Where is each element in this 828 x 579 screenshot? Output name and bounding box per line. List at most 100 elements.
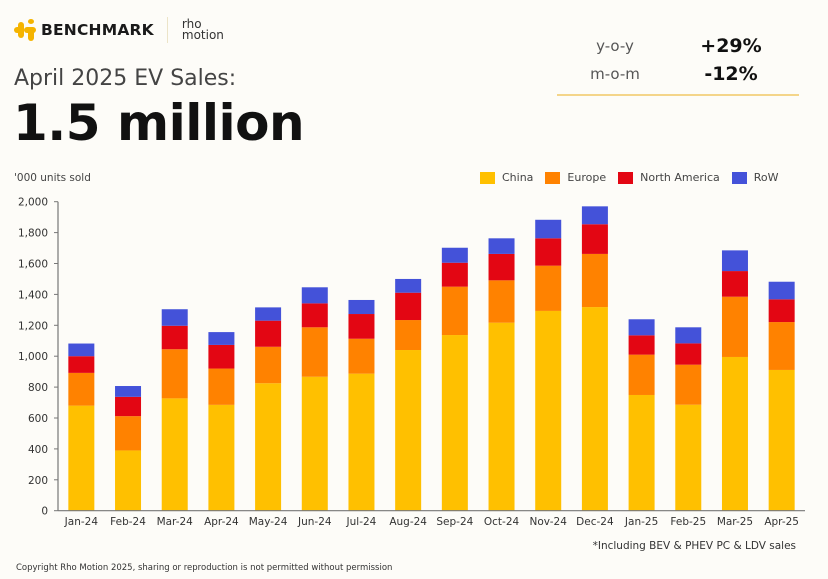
bar-segment-north-america bbox=[208, 344, 235, 369]
bar-segment-north-america bbox=[535, 238, 562, 266]
bar-segment-row bbox=[768, 281, 795, 300]
legend-label: North America bbox=[640, 171, 720, 184]
bar-segment-europe bbox=[161, 349, 188, 399]
bar-segment-row bbox=[395, 278, 422, 293]
bar-segment-europe bbox=[675, 364, 702, 405]
benchmark-logo: BENCHMARK rho motion bbox=[14, 17, 224, 43]
bar-segment-china bbox=[768, 369, 795, 511]
bar-segment-north-america bbox=[68, 356, 95, 373]
bar-segment-china bbox=[68, 405, 95, 511]
legend-swatch bbox=[618, 171, 634, 184]
bar-segment-china bbox=[208, 404, 235, 511]
legend-item-europe: Europe bbox=[545, 171, 606, 184]
bar-segment-europe bbox=[255, 346, 282, 384]
bar-segment-china bbox=[488, 322, 515, 511]
bar-segment-row bbox=[675, 327, 702, 344]
bar-segment-europe bbox=[768, 322, 795, 370]
kpi-underline bbox=[557, 94, 799, 96]
bar-segment-row bbox=[301, 287, 328, 304]
bar-segment-europe bbox=[441, 286, 468, 336]
bar-segment-china bbox=[628, 394, 655, 511]
page-subtitle: April 2025 EV Sales: bbox=[14, 66, 237, 91]
bar-segment-row bbox=[488, 238, 515, 254]
bar-segment-europe bbox=[395, 320, 422, 351]
bar-segment-row bbox=[161, 309, 188, 326]
y-tick-label: 1,400 bbox=[18, 289, 48, 301]
bar-segment-china bbox=[255, 383, 282, 511]
x-tick-label: Feb-25 bbox=[670, 516, 706, 528]
bar-segment-row bbox=[208, 332, 235, 345]
legend-swatch bbox=[731, 171, 747, 184]
bar-segment-row bbox=[68, 343, 95, 357]
legend-label: China bbox=[502, 171, 534, 184]
bar-segment-north-america bbox=[628, 335, 655, 355]
bar-segment-north-america bbox=[488, 253, 515, 281]
legend-item-china: China bbox=[480, 171, 533, 184]
x-tick-label: Mar-24 bbox=[157, 516, 194, 528]
x-tick-label: Nov-24 bbox=[530, 516, 568, 528]
bar-segment-china bbox=[721, 356, 748, 511]
kpi-row-mom: m-o-m -12% bbox=[557, 60, 799, 88]
y-tick-label: 1,800 bbox=[18, 228, 48, 240]
bar-segment-europe bbox=[208, 368, 235, 405]
x-tick-label: May-24 bbox=[249, 516, 288, 528]
logo-divider bbox=[166, 17, 168, 43]
y-axis-unit-label: '000 units sold bbox=[14, 172, 91, 184]
y-tick-label: 800 bbox=[28, 382, 48, 394]
bar-segment-north-america bbox=[301, 303, 328, 328]
footnote: *Including BEV & PHEV PC & LDV sales bbox=[592, 540, 796, 552]
bar-segment-north-america bbox=[581, 224, 608, 254]
bar-segment-china bbox=[115, 450, 142, 511]
kpi-row-yoy: y-o-y +29% bbox=[557, 32, 799, 60]
rho-motion-line2: motion bbox=[181, 28, 224, 42]
bar-segment-row bbox=[441, 247, 468, 263]
x-tick-label: Aug-24 bbox=[389, 516, 427, 528]
bar-segment-row bbox=[115, 386, 142, 397]
x-tick-label: Jul-24 bbox=[346, 516, 377, 528]
x-tick-label: Dec-24 bbox=[576, 516, 614, 528]
x-tick-label: Oct-24 bbox=[484, 516, 520, 528]
x-tick-label: Mar-25 bbox=[717, 516, 753, 528]
bar-segment-europe bbox=[348, 338, 375, 374]
y-tick-label: 200 bbox=[28, 475, 48, 487]
legend-swatch bbox=[545, 171, 561, 184]
bar-segment-north-america bbox=[395, 292, 422, 321]
y-tick-label: 1,200 bbox=[18, 320, 48, 332]
y-tick-label: 0 bbox=[41, 506, 48, 518]
rho-motion-line1: rho bbox=[181, 17, 202, 31]
bar-segment-china bbox=[161, 398, 188, 511]
x-tick-label: Apr-25 bbox=[764, 516, 799, 528]
bar-segment-china bbox=[535, 310, 562, 511]
bar-segment-row bbox=[535, 219, 562, 239]
bar-segment-north-america bbox=[441, 262, 468, 287]
y-tick-label: 400 bbox=[28, 444, 48, 456]
bar-segment-row bbox=[581, 206, 608, 225]
bar-segment-europe bbox=[301, 327, 328, 377]
bar-segment-china bbox=[675, 404, 702, 511]
bar-segment-europe bbox=[721, 296, 748, 357]
legend-label: Europe bbox=[567, 171, 607, 184]
bar-segment-europe bbox=[68, 372, 95, 406]
y-tick-label: 600 bbox=[28, 413, 48, 425]
bar-segment-row bbox=[255, 307, 282, 321]
legend-item-row: RoW bbox=[731, 171, 779, 184]
y-tick-label: 2,000 bbox=[18, 197, 48, 209]
legend-item-north-america: North America bbox=[618, 171, 720, 184]
bar-segment-china bbox=[441, 335, 468, 511]
chart-legend: China Europe North America RoW bbox=[480, 171, 791, 184]
bar-segment-china bbox=[348, 373, 375, 511]
bar-segment-row bbox=[721, 250, 748, 272]
bar-segment-north-america bbox=[348, 314, 375, 339]
bar-segment-row bbox=[348, 299, 375, 315]
bar-segment-north-america bbox=[255, 320, 282, 347]
bar-segment-europe bbox=[535, 265, 562, 311]
bar-segment-china bbox=[581, 307, 608, 511]
bar-segment-north-america bbox=[721, 271, 748, 297]
bar-segment-europe bbox=[488, 280, 515, 323]
page-headline: 1.5 million bbox=[13, 94, 305, 152]
y-tick-label: 1,000 bbox=[18, 351, 48, 363]
bar-segment-europe bbox=[581, 253, 608, 308]
x-tick-label: Jan-25 bbox=[624, 516, 658, 528]
rho-motion-wordmark: rho motion bbox=[181, 17, 224, 42]
